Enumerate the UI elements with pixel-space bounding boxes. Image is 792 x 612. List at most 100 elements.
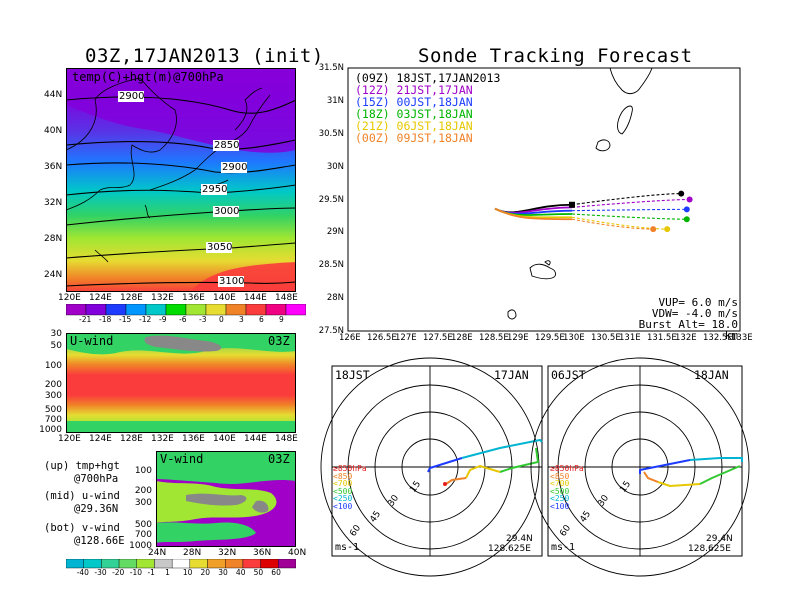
lon-tick: 133E: [731, 333, 753, 343]
upper-map-frame: [66, 68, 296, 292]
lat-tick: 28N: [44, 234, 63, 244]
colorbar-swatch: [85, 304, 107, 316]
lon-tick: 120E: [58, 434, 81, 444]
track-params: VUP= 6.0 m/s VDW= -4.0 m/s Burst Alt= 18…: [620, 297, 738, 341]
legend-entry: (12Z) 21JST,17JAN: [355, 83, 473, 97]
track-line-solid: [494, 207, 573, 221]
colorbar-label: -12: [139, 315, 152, 324]
lon-tick: 144E: [244, 293, 267, 303]
pressure-tick: 700: [134, 530, 152, 540]
track-line-dashed: [571, 193, 682, 206]
legend-entry: (21Z) 06JST,18JAN: [355, 119, 473, 133]
colorbar-swatch: [125, 304, 147, 316]
lat-tick: 36N: [253, 548, 272, 558]
lon-tick: 126.5E: [367, 333, 397, 343]
hodo-legend-entry: <700: [550, 479, 570, 488]
lon-tick: 144E: [244, 434, 267, 444]
colorbar-swatch: [260, 559, 279, 569]
hodo-legend-entry: <100: [550, 501, 570, 511]
track-lines: [494, 190, 693, 233]
lat-tick: 28.5N: [318, 260, 344, 271]
lat-tick: 40N: [288, 548, 307, 558]
colorbar-swatch: [245, 304, 267, 316]
v-wind-time: 03Z: [268, 452, 290, 466]
colorbar-label: 6: [259, 315, 264, 324]
lat-tick: 32N: [218, 548, 237, 558]
hodo-legend-entry: <700: [333, 479, 353, 488]
lon-tick: 127E: [395, 333, 417, 343]
track-lat-ticks: 31.5N 31N 30.5N 30N 29.5N 29N 28.5N 28N 27.5N: [312, 62, 346, 342]
note-line: @128.66E: [74, 535, 125, 547]
colorbar-swatch: [66, 304, 87, 316]
hodo-legend-entry: <500: [333, 486, 353, 496]
v-wind-section: [156, 451, 296, 547]
legend-entry: (00Z) 09JST,18JAN: [355, 131, 473, 145]
hodo-legend-entry: <250: [333, 494, 353, 503]
hodo-legend-entry: ≥850hPa: [333, 464, 367, 473]
colorbar-swatch: [136, 559, 155, 569]
contour-label: 2850: [214, 140, 240, 151]
lat-tick: 29N: [326, 227, 344, 238]
pressure-tick: 30: [50, 329, 62, 339]
track-line-dashed: [571, 213, 687, 220]
lon-tick: 148E: [275, 434, 298, 444]
wind-colorbar-labels: -40 -30 -20 -10 -1 1 10 20 30 40 50 60: [66, 568, 296, 578]
hodo-legend-entry: <850: [333, 471, 353, 481]
track-endpoint: [683, 216, 690, 223]
contour-label: 3000: [214, 206, 240, 217]
colorbar-label: -40: [76, 568, 89, 577]
colorbar-swatch: [242, 559, 261, 569]
pressure-tick: 200: [44, 380, 62, 390]
contour-label: 3100: [219, 276, 245, 287]
colorbar-swatch: [205, 304, 227, 316]
colorbar-label: -15: [119, 315, 132, 324]
ring-label: 45: [578, 509, 594, 525]
pressure-tick: 300: [134, 498, 152, 508]
track-line-solid: [494, 203, 573, 214]
colorbar-swatch: [189, 559, 208, 569]
hodo-right-time: 06JST: [551, 368, 586, 382]
ring-label: 15: [408, 479, 424, 495]
lon-tick: 128E: [120, 293, 143, 303]
lat-tick: 27.5N: [318, 326, 344, 336]
lat-tick: 24N: [44, 270, 63, 280]
track-endpoint: [650, 226, 657, 233]
legend-entry: (15Z) 00JST,18JAN: [355, 95, 473, 109]
upper-map-label: temp(C)+hgt(m)@700hPa: [72, 70, 224, 84]
colorbar-label: -6: [179, 315, 187, 324]
colorbar-label: 60: [271, 568, 281, 577]
hodo-legend-entry: <100: [333, 501, 353, 511]
v-wind-y-ticks: 100 200 300 500 700 1000: [126, 466, 154, 556]
hodo-legend-entry: <250: [550, 494, 570, 503]
u-wind-x-ticks: 120E 124E 128E 132E 136E 140E 144E 148E: [58, 434, 308, 446]
param-label: Burst Alt=: [638, 318, 705, 331]
ring-label: 30: [596, 493, 612, 509]
hodo-right-ring-labels: 15 30 45 60: [548, 366, 742, 556]
track-line-dashed: [571, 198, 690, 208]
colorbar-swatch: [101, 559, 120, 569]
track-line-solid: [494, 207, 573, 216]
lat-tick: 29.5N: [318, 194, 344, 205]
lon-tick: 128E: [451, 333, 473, 343]
islands: [507, 67, 653, 320]
lon-tick: 128E: [120, 434, 143, 444]
v-wind-label: V-wind: [160, 452, 204, 466]
hodo-left-lat: 29.4N: [506, 534, 533, 544]
lat-tick: 30.5N: [318, 128, 344, 139]
colorbar-label: -18: [99, 315, 112, 324]
lat-tick: 28N: [183, 548, 202, 558]
lon-tick: 126E: [339, 333, 361, 343]
param-row: VUP= 6.0 m/s: [620, 297, 738, 308]
note-up: (up) tmp+hgt @700hPa: [44, 460, 120, 486]
pressure-tick: 1000: [39, 425, 62, 435]
u-wind-y-ticks: 30 50 100 200 300 500 700 1000: [38, 329, 64, 439]
hodo-legend-left: ≥850hPa <850 <700 <500 <250 <100: [333, 465, 367, 510]
param-label: VDW=: [651, 307, 679, 320]
colorbar-swatch: [165, 304, 187, 316]
colorbar-label: 20: [200, 568, 211, 577]
param-value: 6.0 m/s: [691, 296, 738, 309]
hodo-right-lon: 128.625E: [688, 544, 731, 554]
pressure-tick: 500: [134, 520, 152, 530]
legend-entry: (09Z) 18JST,17JAN2013: [355, 71, 501, 85]
param-row: Burst Alt= 18.0 km: [620, 319, 738, 341]
